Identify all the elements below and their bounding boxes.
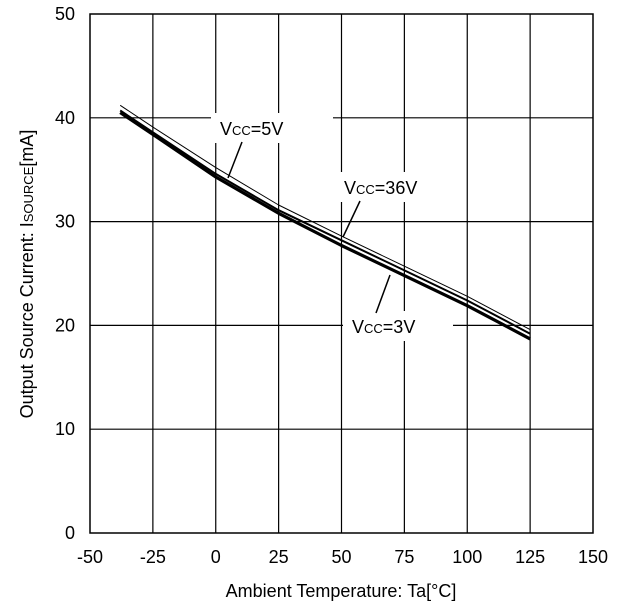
x-tick-label: -25: [140, 547, 166, 567]
x-tick-label: 0: [211, 547, 221, 567]
label-text-vcc5v: VCC=5V: [220, 119, 283, 139]
x-tick-label: 150: [578, 547, 608, 567]
label-vcc36v: VCC=36V: [334, 172, 446, 238]
label-box-vcc3v: [343, 311, 453, 341]
y-tick-label: 10: [55, 419, 75, 439]
y-axis-title: Output Source Current: ISOURCE[mA]: [17, 130, 37, 419]
x-axis-title: Ambient Temperature: Ta[°C]: [226, 581, 457, 601]
leader-vcc3v: [375, 274, 391, 314]
series-line-vcc36v: [119, 104, 531, 331]
series-line-vcc5v: [119, 109, 531, 335]
series-line-vcc3v: [119, 111, 531, 341]
label-vcc5v: VCC=5V: [211, 113, 333, 179]
x-tick-label: -50: [77, 547, 103, 567]
leader-vcc36v: [342, 200, 361, 238]
y-tick-label: 20: [55, 315, 75, 335]
plot-frame: [89, 13, 594, 534]
label-text-vcc36v: VCC=36V: [344, 178, 417, 198]
x-tick-label: 50: [331, 547, 351, 567]
y-tick-label: 0: [65, 523, 75, 543]
x-tick-label: 100: [452, 547, 482, 567]
leader-vcc5v: [227, 141, 243, 179]
y-tick-label: 40: [55, 108, 75, 128]
x-tick-label: 75: [394, 547, 414, 567]
label-text-vcc3v: VCC=3V: [352, 317, 415, 337]
x-tick-label: 25: [269, 547, 289, 567]
grid: [90, 14, 593, 533]
tick-labels: -50 -25 0 25 50 75 100 125 150 0 10 20 30 40 50: [55, 4, 608, 567]
x-tick-label: 125: [515, 547, 545, 567]
y-tick-label: 50: [55, 4, 75, 24]
y-tick-label: 30: [55, 212, 75, 232]
label-box-vcc36v: [334, 172, 446, 202]
label-box-vcc5v: [211, 113, 333, 143]
series-layer: [119, 104, 531, 341]
label-vcc3v: VCC=3V: [343, 274, 453, 341]
